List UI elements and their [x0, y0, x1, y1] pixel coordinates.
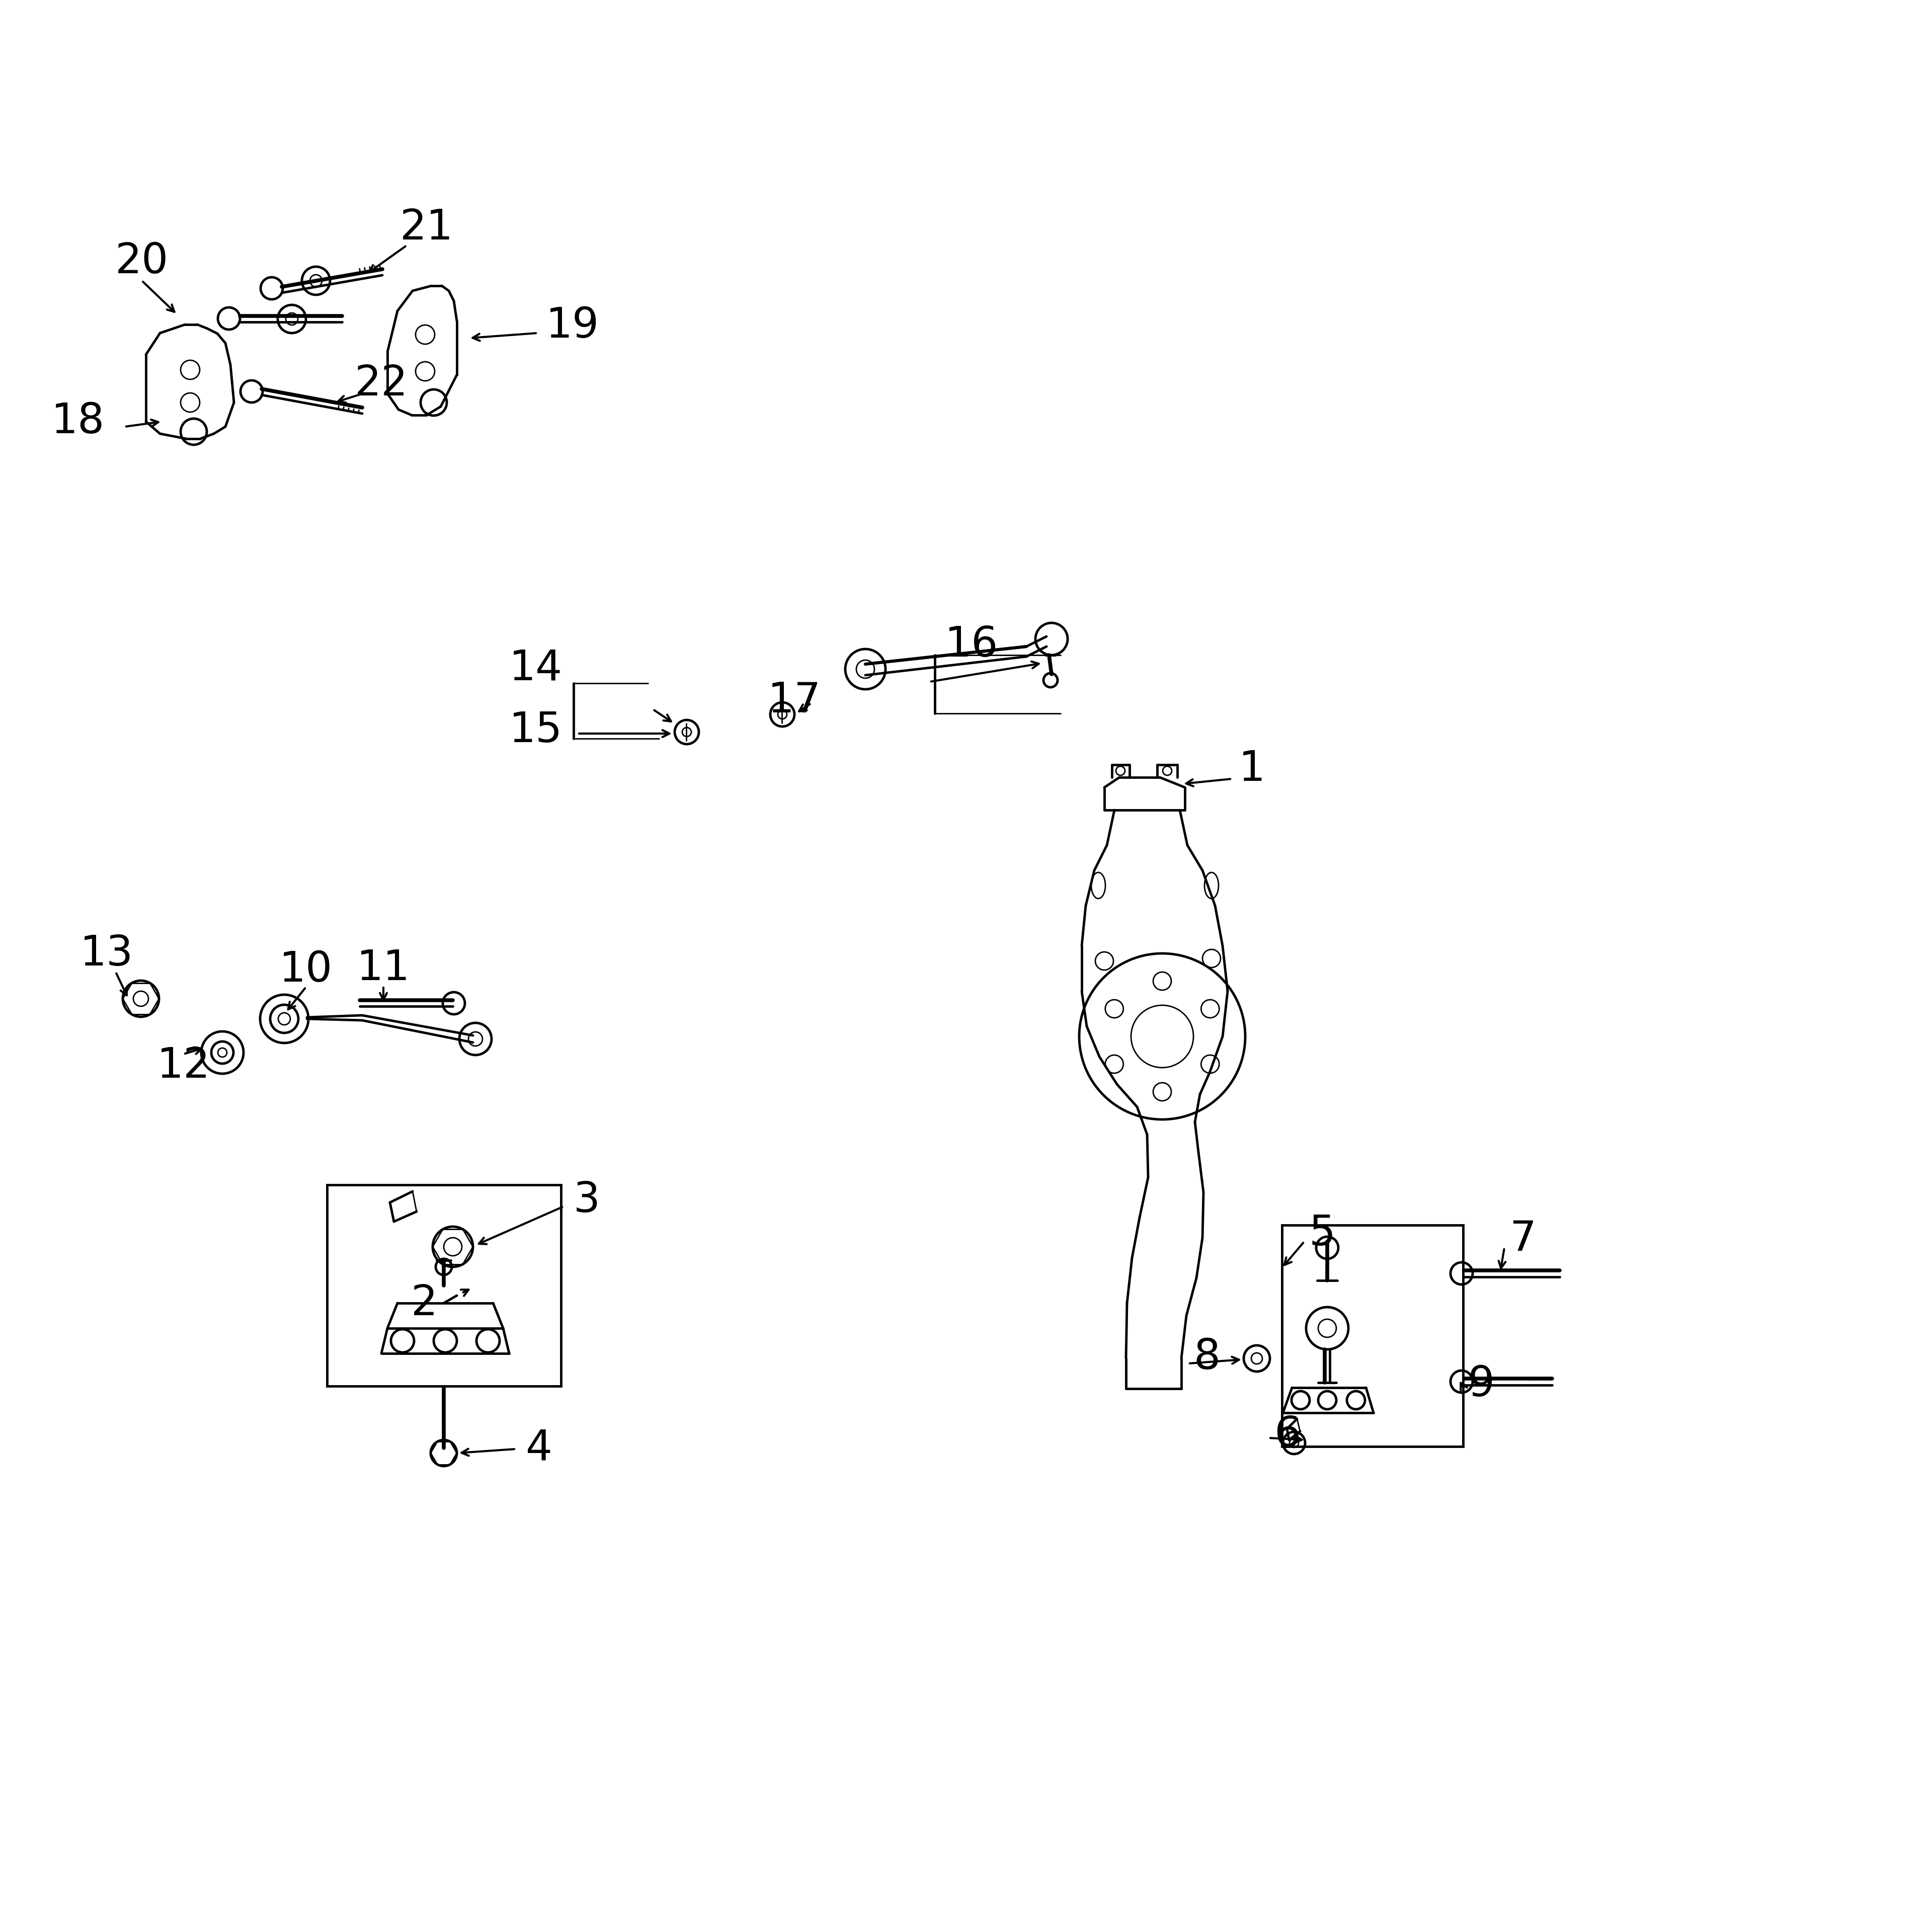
Text: 14: 14 — [510, 647, 562, 688]
Text: 1: 1 — [1238, 748, 1265, 788]
Text: 9: 9 — [1468, 1364, 1495, 1405]
Text: 22: 22 — [355, 363, 408, 404]
Text: 7: 7 — [1509, 1219, 1536, 1260]
Text: 18: 18 — [50, 402, 104, 442]
Text: 13: 13 — [79, 933, 133, 974]
Text: 19: 19 — [547, 305, 599, 346]
Text: 21: 21 — [400, 207, 454, 247]
Text: 12: 12 — [156, 1045, 211, 1086]
Text: 10: 10 — [280, 951, 332, 991]
Text: 17: 17 — [767, 680, 821, 721]
Text: 5: 5 — [1310, 1213, 1335, 1254]
Text: 3: 3 — [574, 1180, 601, 1221]
Text: 11: 11 — [357, 949, 410, 989]
Text: 4: 4 — [526, 1428, 553, 1468]
Text: 20: 20 — [116, 242, 168, 282]
Text: 16: 16 — [945, 624, 999, 665]
Bar — [327, 1184, 560, 1385]
Bar — [1283, 1225, 1463, 1447]
Text: 15: 15 — [510, 711, 562, 752]
Text: 8: 8 — [1194, 1337, 1221, 1378]
Text: 2: 2 — [412, 1283, 439, 1323]
Text: 6: 6 — [1273, 1414, 1300, 1455]
